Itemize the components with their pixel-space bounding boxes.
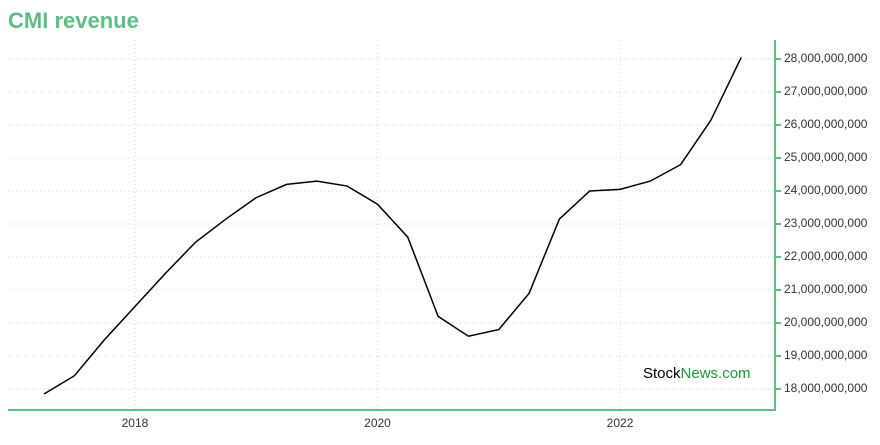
y-tick-label: 18,000,000,000 (784, 381, 868, 395)
y-tick-label: 22,000,000,000 (784, 249, 868, 263)
y-tick-label: 28,000,000,000 (784, 51, 868, 65)
y-tick-label: 25,000,000,000 (784, 150, 868, 164)
y-tick-label: 20,000,000,000 (784, 315, 868, 329)
y-tick-label: 27,000,000,000 (784, 84, 868, 98)
watermark-part: .com (718, 365, 751, 382)
watermark-part: News (681, 365, 719, 382)
line-series (43, 57, 742, 395)
y-tick-label: 19,000,000,000 (784, 348, 868, 362)
watermark-part: Stock (643, 365, 681, 382)
x-tick-label: 2018 (122, 416, 149, 430)
y-tick-label: 26,000,000,000 (784, 117, 868, 131)
y-tick-label: 24,000,000,000 (784, 183, 868, 197)
watermark: StockNews.com (643, 365, 751, 382)
x-tick-label: 2022 (607, 416, 634, 430)
chart-title: CMI revenue (8, 8, 139, 33)
y-tick-label: 21,000,000,000 (784, 282, 868, 296)
x-tick-label: 2020 (364, 416, 391, 430)
y-tick-label: 23,000,000,000 (784, 216, 868, 230)
